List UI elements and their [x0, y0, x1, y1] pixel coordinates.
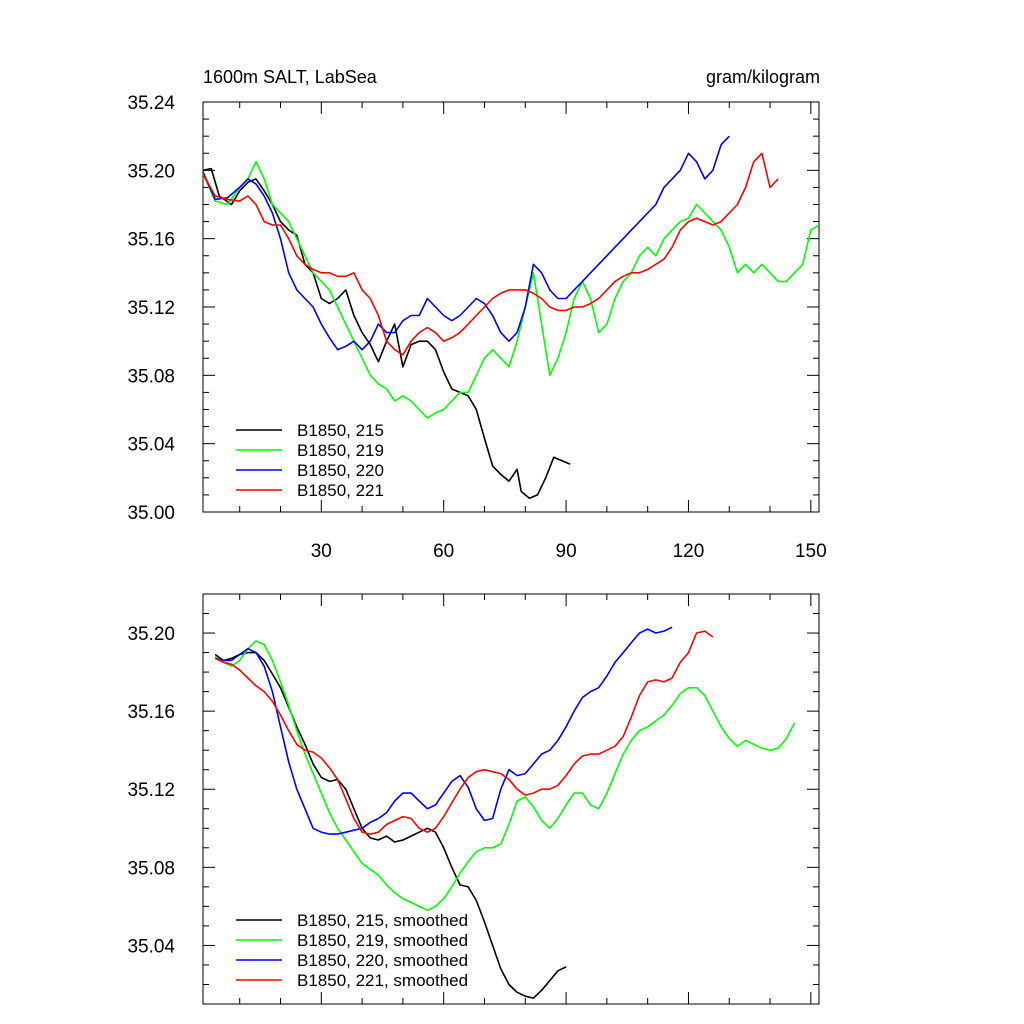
series-line-4 — [214, 630, 714, 835]
series-line-4 — [202, 152, 779, 356]
series-line-3 — [215, 626, 673, 835]
y-tick-label: 35.24 — [127, 93, 175, 114]
bottom-panel: 35.04 35.08 35.12 35.16 35.20 B1850, 215, sm… — [127, 593, 820, 1005]
y-tick-labels: 35.04 35.08 35.12 35.16 35.20 — [127, 624, 175, 957]
legend-label: B1850, 215 — [297, 421, 384, 440]
legend-label: B1850, 221 — [297, 481, 384, 500]
units-label: gram/kilogram — [706, 67, 820, 87]
x-tick-labels: 30 60 90 120 150 — [311, 541, 827, 562]
x-tick-label: 150 — [795, 541, 827, 562]
series-group — [214, 626, 796, 999]
x-tick-label: 60 — [433, 541, 454, 562]
y-tick-label: 35.04 — [127, 435, 175, 456]
legend-label: B1850, 219, smoothed — [297, 931, 468, 950]
top-panel: 1600m SALT, LabSea gram/kilogram 35.0035… — [127, 67, 826, 562]
y-tick-label: 35.20 — [127, 161, 175, 182]
y-tick-label: 35.08 — [127, 366, 175, 387]
axis-ticks — [203, 593, 819, 1005]
series-line-3 — [202, 135, 730, 351]
plot-frame — [202, 101, 820, 513]
y-tick-label: 35.00 — [127, 503, 175, 524]
legend-label: B1850, 220, smoothed — [297, 951, 468, 970]
axis-ticks — [203, 101, 819, 513]
y-tick-label: 35.20 — [127, 624, 175, 645]
series-line-2 — [202, 161, 820, 419]
legend-label: B1850, 215, smoothed — [297, 911, 468, 930]
x-tick-label: 120 — [673, 541, 705, 562]
y-tick-label: 35.16 — [127, 230, 175, 251]
y-tick-label: 35.16 — [127, 702, 175, 723]
y-tick-label: 35.08 — [127, 858, 175, 879]
legend-label: B1850, 219 — [297, 441, 384, 460]
x-tick-label: 30 — [311, 541, 332, 562]
y-tick-label: 35.12 — [127, 780, 175, 801]
y-tick-label: 35.04 — [127, 936, 175, 957]
plot-frame — [202, 593, 820, 1005]
series-line-1 — [202, 167, 571, 500]
x-tick-label: 90 — [556, 541, 577, 562]
y-tick-labels: 35.00 35.04 35.08 35.12 35.16 35.20 35.24 — [127, 93, 175, 524]
series-group — [202, 135, 820, 500]
chart-title: 1600m SALT, LabSea — [203, 67, 378, 87]
series-line-2 — [214, 640, 796, 912]
legend-label: B1850, 221, smoothed — [297, 971, 468, 990]
y-tick-label: 35.12 — [127, 298, 175, 319]
legend-label: B1850, 220 — [297, 461, 384, 480]
series-line-1 — [214, 651, 567, 999]
